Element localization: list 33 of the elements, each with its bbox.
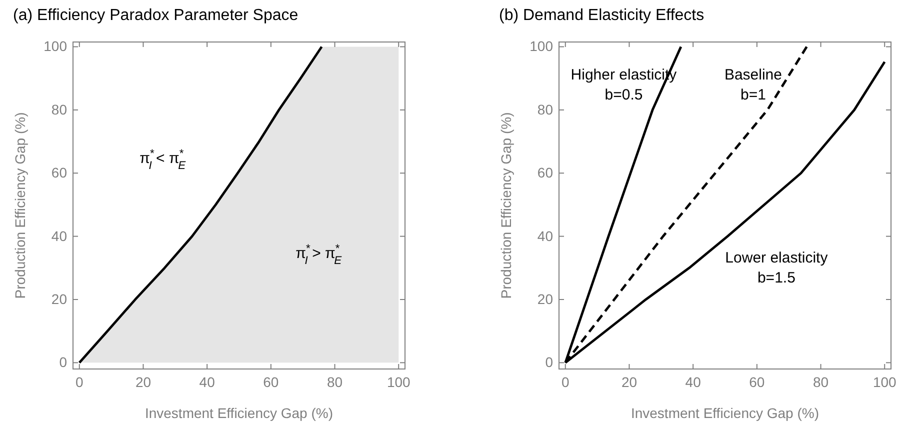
y-tick-label: 100 <box>44 38 68 54</box>
y-tick-label: 40 <box>537 228 554 244</box>
x-tick-label: 60 <box>749 374 765 390</box>
x-tick-label: 40 <box>685 374 702 390</box>
y-tick-label: 0 <box>59 354 68 370</box>
x-tick-label: 0 <box>75 374 84 390</box>
x-tick-label: 80 <box>326 374 343 390</box>
line-series <box>78 46 323 364</box>
x-tick-label: 80 <box>812 374 829 390</box>
y-tick-label: 80 <box>51 101 68 118</box>
y-tick-label: 60 <box>537 164 554 181</box>
x-tick-label: 0 <box>561 374 570 390</box>
x-tick-label: 20 <box>621 374 638 390</box>
y-tick-label: 40 <box>51 228 68 244</box>
annotation: Baseline b=1 <box>724 66 782 104</box>
x-tick-label: 100 <box>386 374 411 390</box>
annotation: Lower elasticity b=1.5 <box>725 250 828 287</box>
y-tick-label: 0 <box>545 354 554 370</box>
chart-title: (a) Efficiency Paradox Parameter Space <box>13 7 298 24</box>
x-axis-title: Investment Efficiency Gap (%) <box>144 405 334 421</box>
y-tick-label: 60 <box>51 164 68 181</box>
y-axis-title: Production Efficiency Gap (%) <box>12 112 28 299</box>
x-tick-label: 60 <box>263 374 279 390</box>
chart-title: (b) Demand Elasticity Effects <box>499 7 704 24</box>
x-tick-label: 40 <box>199 374 216 390</box>
x-tick-label: 100 <box>872 374 897 390</box>
y-tick-label: 80 <box>537 101 554 118</box>
y-tick-label: 20 <box>51 290 68 307</box>
y-axis-title: Production Efficiency Gap (%) <box>498 112 514 299</box>
x-axis-title: Investment Efficiency Gap (%) <box>630 405 820 421</box>
y-tick-label: 100 <box>530 38 554 54</box>
x-tick-label: 20 <box>135 374 152 390</box>
y-tick-label: 20 <box>537 290 554 307</box>
